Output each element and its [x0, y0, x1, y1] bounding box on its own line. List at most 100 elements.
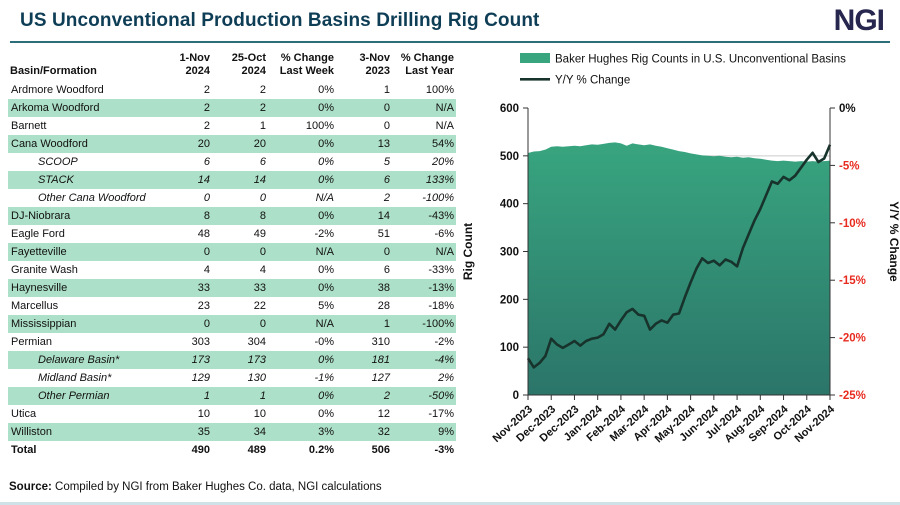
basin-name: Delaware Basin* [8, 351, 166, 369]
cell-value: 23 [197, 300, 210, 312]
right-tick-label: 0% [839, 103, 856, 115]
source-label: Source: [9, 481, 52, 493]
left-tick-label: 400 [500, 199, 519, 211]
cell-value: -1% [314, 372, 334, 384]
table-row: Other Permian 1 1 0% 2 -50% [8, 387, 456, 405]
cell-value: 34 [212, 423, 268, 441]
cell-value: 1 [166, 387, 212, 405]
basin-name: STACK [8, 171, 166, 189]
table-row: Eagle Ford 48 49 -2% 51 -6% [8, 225, 456, 243]
cell-value: 35 [166, 423, 212, 441]
cell-value: -4% [392, 351, 456, 369]
cell-value: -3% [434, 444, 454, 456]
cell-value: 0% [268, 207, 336, 225]
page-title: US Unconventional Production Basins Dril… [20, 10, 540, 31]
cell-value: 6 [383, 264, 390, 276]
basin-name: SCOOP [38, 156, 78, 168]
cell-value: N/A [392, 243, 456, 261]
cell-value: 8 [212, 207, 268, 225]
cell-value: 100% [425, 84, 454, 96]
table-row: Barnett 2 1 100% 0 N/A [8, 117, 456, 135]
col-header-25oct: 25-Oct 2024 [231, 52, 266, 77]
basin-name: Williston [8, 423, 166, 441]
cell-value: 0 [259, 192, 266, 204]
legend-area-swatch [520, 53, 550, 63]
cell-value: 6 [259, 156, 266, 168]
cell-value: 10 [197, 408, 210, 420]
cell-value: 310 [371, 336, 390, 348]
left-tick-label: 500 [500, 151, 519, 163]
cell-value: 33 [212, 279, 268, 297]
cell-value: 12 [377, 408, 390, 420]
cell-value: 2 [212, 99, 268, 117]
legend-line-label: Y/Y % Change [555, 75, 630, 87]
cell-value: 33 [166, 279, 212, 297]
table-row: Permian 303 304 -0% 310 -2% [8, 333, 456, 351]
cell-value: 9% [392, 423, 456, 441]
cell-value: N/A [315, 192, 334, 204]
cell-value: 0.2% [308, 444, 334, 456]
cell-value: 13 [336, 135, 392, 153]
cell-value: 0% [268, 387, 336, 405]
cell-value: -100% [422, 192, 454, 204]
cell-value: 489 [247, 444, 266, 456]
cell-value: -100% [392, 315, 456, 333]
basin-name: Mississippian [8, 315, 166, 333]
cell-value: -6% [434, 228, 454, 240]
basin-name: Other Cana Woodford [38, 192, 146, 204]
cell-value: 303 [191, 336, 210, 348]
y-axis-right-label: Y/Y % Change [887, 201, 900, 282]
basin-name: Haynesville [8, 279, 166, 297]
cell-value: 2 [259, 84, 266, 96]
cell-value: 127 [371, 372, 390, 384]
cell-value: N/A [268, 315, 336, 333]
cell-value: 0% [268, 135, 336, 153]
cell-value: 3% [268, 423, 336, 441]
cell-value: 0 [336, 243, 392, 261]
basin-name: Fayetteville [8, 243, 166, 261]
table-row: Arkoma Woodford 2 2 0% 0 N/A [8, 99, 456, 117]
header-rule [10, 41, 890, 43]
cell-value: 1 [259, 120, 266, 132]
cell-value: 28 [377, 300, 390, 312]
cell-value: 506 [371, 444, 390, 456]
right-tick-label: -10% [839, 218, 866, 230]
col-header-1nov: 1-Nov 2024 [179, 52, 210, 77]
basin-name: Granite Wash [11, 264, 78, 276]
table-row: DJ-Niobrara 8 8 0% 14 -43% [8, 207, 456, 225]
cell-value: 4 [203, 264, 210, 276]
table-row: STACK 14 14 0% 6 133% [8, 171, 456, 189]
table-row: Fayetteville 0 0 N/A 0 N/A [8, 243, 456, 261]
right-tick-label: -15% [839, 275, 866, 287]
legend-line-swatch [520, 78, 550, 81]
basin-name: Utica [11, 408, 37, 420]
basin-name: Eagle Ford [11, 228, 65, 240]
basin-name: Marcellus [11, 300, 59, 312]
cell-value: N/A [392, 99, 456, 117]
right-tick-label: -5% [839, 160, 859, 172]
table-row: Marcellus 23 22 5% 28 -18% [8, 297, 456, 315]
table-row: Ardmore Woodford 2 2 0% 1 100% [8, 81, 456, 99]
cell-value: 4 [259, 264, 266, 276]
cell-value: -43% [392, 207, 456, 225]
source-text: Compiled by NGI from Baker Hughes Co. da… [51, 481, 382, 493]
cell-value: 173 [212, 351, 268, 369]
cell-value: -17% [428, 408, 454, 420]
basin-name: Barnett [11, 120, 47, 132]
basin-table: Basin/Formation 1-Nov 2024 25-Oct 2024 %… [8, 52, 456, 459]
y-axis-left-label: Rig Count [461, 223, 475, 280]
table-row: Other Cana Woodford 0 0 N/A 2 -100% [8, 189, 456, 207]
cell-value: -0% [314, 336, 334, 348]
chart-svg: Baker Hughes Rig Counts in U.S. Unconven… [461, 53, 900, 445]
cell-value: -13% [392, 279, 456, 297]
cell-value: -33% [428, 264, 454, 276]
cell-value: 0 [212, 243, 268, 261]
cell-value: 0% [318, 156, 334, 168]
cell-value: 22 [253, 300, 266, 312]
cell-value: 1 [336, 315, 392, 333]
cell-value: 304 [247, 336, 266, 348]
cell-value: N/A [268, 243, 336, 261]
cell-value: 2 [336, 387, 392, 405]
cell-value: -50% [392, 387, 456, 405]
table-body: Ardmore Woodford 2 2 0% 1 100% Arkoma Woodford… [8, 81, 456, 459]
